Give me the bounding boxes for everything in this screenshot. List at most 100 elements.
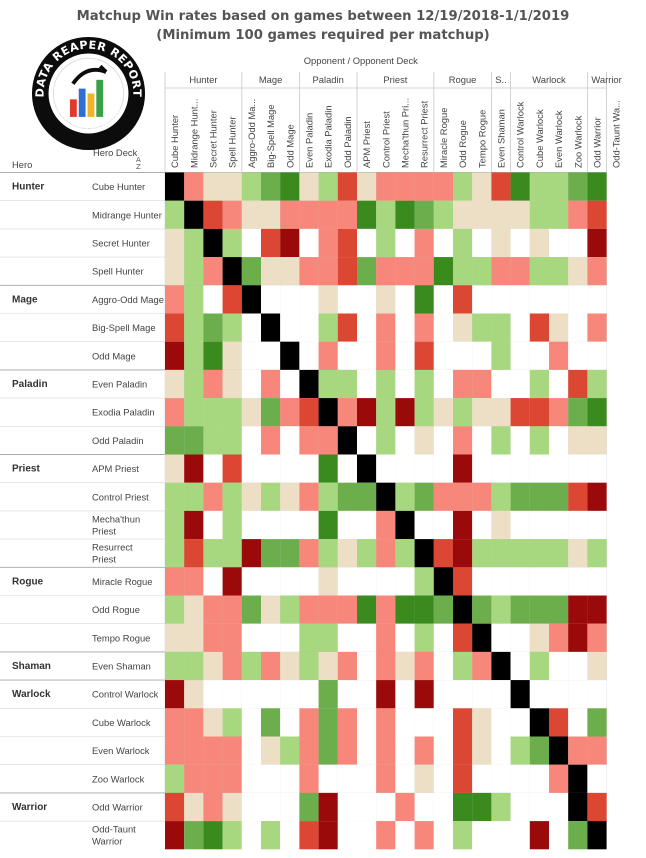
heatmap-cell[interactable] [529,172,549,201]
heatmap-cell[interactable] [376,313,396,342]
heatmap-cell[interactable] [414,680,434,709]
heatmap-cell[interactable] [357,398,377,427]
heatmap-cell[interactable] [241,257,261,286]
heatmap-cell[interactable] [261,426,281,455]
heatmap-cell[interactable] [376,623,396,652]
heatmap-cell[interactable] [318,680,338,709]
heatmap-cell[interactable] [261,623,281,652]
heatmap-cell[interactable] [433,313,453,342]
heatmap-cell[interactable] [337,257,357,286]
heatmap-cell[interactable] [203,482,223,511]
heatmap-cell[interactable] [299,595,319,624]
heatmap-cell[interactable] [222,595,242,624]
heatmap-cell[interactable] [414,426,434,455]
heatmap-cell[interactable] [241,595,261,624]
heatmap-cell[interactable] [472,228,492,258]
heatmap-cell[interactable] [222,285,242,314]
heatmap-cell[interactable] [414,172,434,201]
heatmap-cell[interactable] [222,482,242,511]
heatmap-cell[interactable] [280,792,300,822]
heatmap-cell[interactable] [472,792,492,822]
heatmap-cell[interactable] [165,398,185,427]
heatmap-cell[interactable] [453,680,473,709]
heatmap-cell[interactable] [280,257,300,286]
heatmap-cell[interactable] [453,341,473,370]
heatmap-cell[interactable] [241,454,261,483]
heatmap-cell[interactable] [395,510,415,540]
heatmap-cell[interactable] [414,567,434,596]
heatmap-cell[interactable] [203,341,223,370]
heatmap-cell[interactable] [587,595,607,624]
heatmap-cell[interactable] [510,482,530,511]
heatmap-cell[interactable] [280,482,300,511]
heatmap-cell[interactable] [165,821,185,850]
heatmap-cell[interactable] [222,764,242,793]
heatmap-cell[interactable] [318,510,338,540]
heatmap-cell[interactable] [184,539,204,568]
heatmap-cell[interactable] [203,595,223,624]
heatmap-cell[interactable] [357,426,377,455]
heatmap-cell[interactable] [184,454,204,483]
heatmap-cell[interactable] [529,651,549,681]
heatmap-cell[interactable] [241,172,261,201]
heatmap-cell[interactable] [222,257,242,286]
heatmap-cell[interactable] [241,821,261,850]
heatmap-cell[interactable] [433,257,453,286]
heatmap-cell[interactable] [222,680,242,709]
heatmap-cell[interactable] [568,200,588,229]
heatmap-cell[interactable] [203,510,223,540]
heatmap-cell[interactable] [280,369,300,399]
heatmap-cell[interactable] [453,257,473,286]
heatmap-cell[interactable] [549,257,569,286]
heatmap-cell[interactable] [433,341,453,370]
heatmap-cell[interactable] [299,821,319,850]
heatmap-cell[interactable] [395,341,415,370]
heatmap-cell[interactable] [510,172,530,201]
heatmap-cell[interactable] [280,651,300,681]
heatmap-cell[interactable] [491,228,511,258]
heatmap-cell[interactable] [318,708,338,737]
heatmap-cell[interactable] [241,426,261,455]
heatmap-cell[interactable] [376,821,396,850]
heatmap-cell[interactable] [472,821,492,850]
heatmap-cell[interactable] [357,821,377,850]
heatmap-cell[interactable] [280,595,300,624]
heatmap-cell[interactable] [433,454,453,483]
heatmap-cell[interactable] [241,482,261,511]
heatmap-cell[interactable] [299,398,319,427]
heatmap-cell[interactable] [299,567,319,596]
heatmap-cell[interactable] [357,482,377,511]
heatmap-cell[interactable] [414,313,434,342]
heatmap-cell[interactable] [318,257,338,286]
heatmap-cell[interactable] [414,510,434,540]
heatmap-cell[interactable] [587,341,607,370]
heatmap-cell[interactable] [184,172,204,201]
heatmap-cell[interactable] [222,821,242,850]
heatmap-cell[interactable] [529,623,549,652]
heatmap-cell[interactable] [414,792,434,822]
heatmap-cell[interactable] [433,398,453,427]
heatmap-cell[interactable] [549,595,569,624]
heatmap-cell[interactable] [549,764,569,793]
heatmap-cell[interactable] [203,313,223,342]
heatmap-cell[interactable] [376,257,396,286]
heatmap-cell[interactable] [357,708,377,737]
heatmap-cell[interactable] [510,454,530,483]
heatmap-cell[interactable] [510,285,530,314]
heatmap-cell[interactable] [453,172,473,201]
heatmap-cell[interactable] [453,482,473,511]
heatmap-cell[interactable] [299,680,319,709]
heatmap-cell[interactable] [433,792,453,822]
heatmap-cell[interactable] [414,708,434,737]
heatmap-cell[interactable] [433,172,453,201]
heatmap-cell[interactable] [568,736,588,765]
heatmap-cell[interactable] [280,172,300,201]
heatmap-cell[interactable] [280,510,300,540]
heatmap-cell[interactable] [549,313,569,342]
heatmap-cell[interactable] [241,228,261,258]
heatmap-cell[interactable] [568,285,588,314]
heatmap-cell[interactable] [222,313,242,342]
heatmap-cell[interactable] [510,398,530,427]
heatmap-cell[interactable] [549,651,569,681]
heatmap-cell[interactable] [395,454,415,483]
